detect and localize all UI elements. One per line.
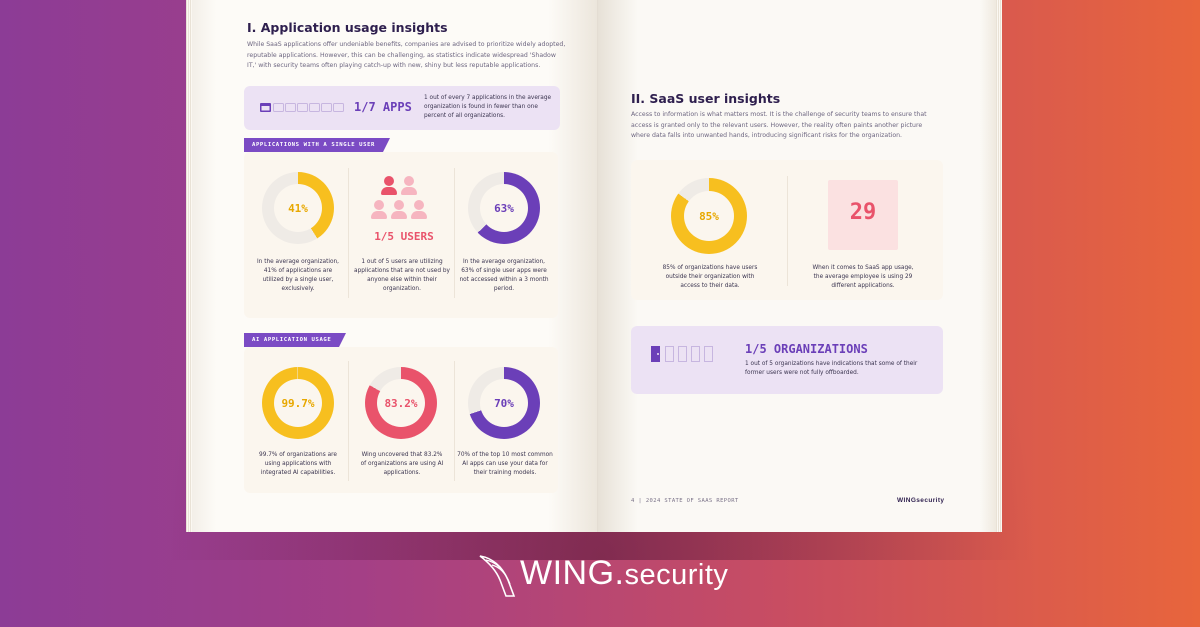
org-banner-text: 1 out of 5 organizations have indication… — [745, 361, 918, 376]
door-icon — [651, 346, 713, 362]
stat-value-29: 29 — [849, 200, 877, 225]
donut-chart-85 — [671, 178, 747, 254]
ai-usage-tag: AI APPLICATION USAGE — [244, 333, 347, 347]
caption-29: When it comes to SaaS app usage, the ave… — [812, 265, 914, 289]
left-page-intro: While SaaS applications offer undeniable… — [247, 41, 566, 69]
apps-banner-text: 1 out of every 7 applications in the ave… — [424, 95, 552, 119]
page-footer: 4 | 2024 STATE OF SAAS REPORT — [631, 498, 739, 504]
wing-security-logo: WING.security — [478, 552, 728, 602]
right-page-edge — [996, 0, 1002, 532]
donut-chart-70 — [468, 367, 540, 439]
caption-85: 85% of organizations have users outside … — [662, 265, 758, 289]
logo-wordmark: WING.security — [520, 554, 728, 593]
donut-chart-41 — [262, 172, 334, 244]
right-page-title: II. SaaS user insights — [631, 91, 781, 106]
caption-41: In the average organization, 41% of appl… — [256, 259, 340, 292]
donut-value-63: 63% — [494, 202, 514, 215]
right-page-intro: Access to information is what matters mo… — [631, 111, 927, 139]
apps-stat: 1/7 APPS — [354, 100, 412, 114]
divider — [454, 361, 455, 481]
org-banner: 1/5 ORGANIZATIONS 1 out of 5 organizatio… — [631, 326, 943, 394]
org-stat: 1/5 ORGANIZATIONS — [745, 342, 868, 356]
left-page-edge — [186, 0, 192, 532]
donut-value-83-2: 83.2% — [384, 397, 418, 410]
donut-value-41: 41% — [288, 202, 308, 215]
divider — [348, 168, 349, 298]
caption-63: In the average organization, 63% of sing… — [459, 259, 549, 292]
caption-users: 1 out of 5 users are utilizing applicati… — [354, 259, 450, 292]
users-group-icon — [371, 176, 434, 222]
users-stat: 1/5 USERS — [374, 230, 434, 243]
caption-70: 70% of the top 10 most common AI apps ca… — [457, 452, 553, 476]
apps-banner: 1/7 APPS 1 out of every 7 applications i… — [244, 86, 560, 130]
wing-icon — [479, 555, 516, 597]
single-user-card: 41% In the average organization, 41% of … — [244, 152, 558, 318]
ai-usage-card: 99.7% 99.7% of organizations are using a… — [244, 347, 558, 493]
donut-value-70: 70% — [494, 397, 514, 410]
caption-83-2: Wing uncovered that 83.2% of organizatio… — [360, 452, 444, 476]
donut-value-99-7: 99.7% — [281, 397, 315, 410]
donut-value-85: 85% — [699, 210, 719, 223]
divider — [348, 361, 349, 481]
stat-box-29 — [828, 180, 898, 250]
caption-99-7: 99.7% of organizations are using applica… — [259, 452, 337, 476]
left-page: I. Application usage insights While SaaS… — [192, 0, 598, 532]
app-windows-icon — [260, 103, 344, 112]
single-user-tag: APPLICATIONS WITH A SINGLE USER — [244, 138, 390, 152]
logo-security-text: security — [624, 559, 729, 591]
left-page-title: I. Application usage insights — [247, 20, 448, 35]
divider — [454, 168, 455, 298]
logo-dot: . — [614, 554, 625, 592]
donut-chart-83-2 — [365, 367, 437, 439]
footer-logo: WINGsecurity — [897, 497, 945, 504]
logo-wing-text: WING — [520, 554, 615, 592]
donut-chart-99-7 — [262, 367, 334, 439]
donut-chart-63 — [468, 172, 540, 244]
divider — [787, 176, 788, 286]
right-page: II. SaaS user insights Access to informa… — [598, 0, 996, 532]
user-stats-card: 85% 85% of organizations have users outs… — [631, 160, 943, 300]
